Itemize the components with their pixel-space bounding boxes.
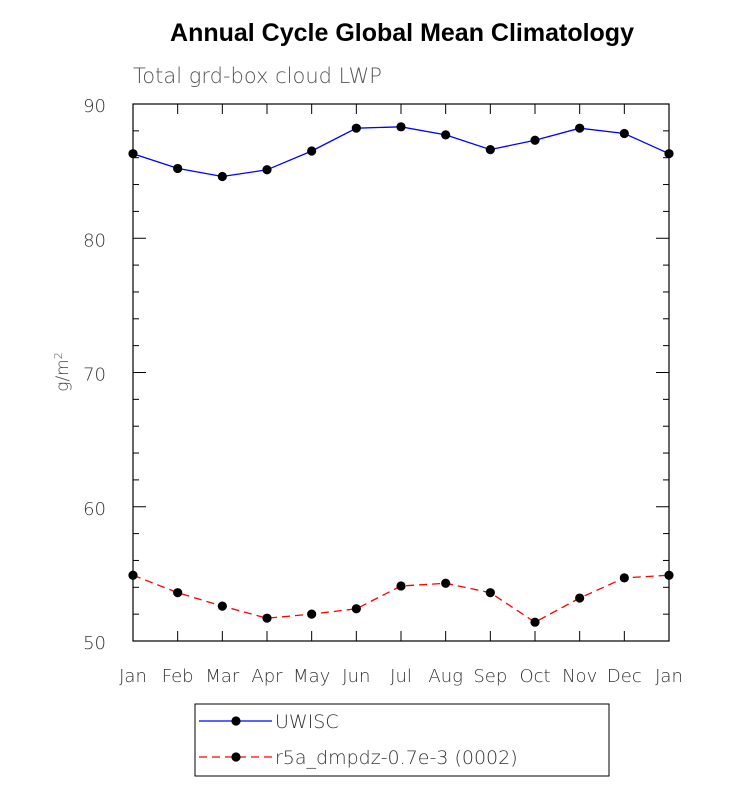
y-axis-label-base: g/m	[53, 359, 73, 392]
data-point	[307, 146, 317, 156]
data-point	[262, 613, 272, 623]
data-point	[575, 123, 585, 133]
legend-label: r5a_dmpdz-0.7e-3 (0002)	[275, 747, 518, 769]
chart-subtitle: Total grd-box cloud LWP	[133, 64, 382, 88]
series-line	[132, 126, 670, 178]
y-tick-label: 50	[83, 633, 106, 654]
data-point	[441, 578, 451, 588]
y-tick-label: 90	[83, 96, 106, 117]
data-point	[575, 593, 585, 603]
y-tick-label: 80	[83, 230, 106, 251]
series-1	[128, 570, 674, 627]
x-tick-label: Aug	[428, 666, 463, 687]
data-point	[173, 588, 183, 598]
legend-marker	[231, 752, 241, 762]
data-point	[217, 601, 227, 611]
data-point	[307, 609, 317, 619]
data-point	[128, 570, 138, 580]
plot-frame	[132, 103, 670, 642]
legend-box	[194, 703, 610, 777]
y-tick-label: 70	[83, 365, 106, 386]
x-tick-label: May	[293, 666, 330, 687]
data-point	[619, 573, 629, 583]
x-tick-label: Jan	[119, 666, 147, 687]
x-tick-label: Jan	[655, 666, 683, 687]
data-point	[664, 149, 674, 159]
x-tick-label: Oct	[519, 666, 550, 687]
series-layer	[128, 122, 674, 627]
data-point	[217, 171, 227, 182]
y-axis-label-superscript: 2	[52, 352, 65, 359]
x-tick-label: Nov	[562, 666, 597, 687]
data-point	[664, 570, 674, 580]
data-point	[396, 581, 406, 591]
y-tick-label: 60	[83, 499, 106, 520]
data-point	[351, 123, 361, 133]
x-tick-label: Jul	[390, 666, 412, 687]
y-axis-label: g/m2	[52, 352, 74, 392]
axes: Jan Feb Mar Apr May Jun Jul Aug Sep Oct Nov Dec Jan 5…	[83, 96, 683, 687]
legend-label: UWISC	[275, 711, 339, 733]
x-tick-label: Jun	[342, 666, 370, 687]
data-point	[619, 128, 629, 139]
data-point	[485, 588, 495, 598]
legend-marker	[231, 716, 241, 726]
x-tick-label: Feb	[162, 666, 194, 687]
data-point	[441, 130, 451, 140]
data-point	[396, 122, 406, 132]
data-point	[530, 135, 540, 145]
chart-title: Annual Cycle Global Mean Climatology	[170, 19, 634, 47]
data-point	[530, 617, 540, 627]
x-tick-label: Sep	[473, 666, 507, 687]
series-0	[128, 122, 674, 182]
data-point	[351, 604, 361, 614]
data-point	[262, 165, 272, 175]
x-tick-label: Mar	[205, 666, 240, 687]
x-tick-label: Dec	[607, 666, 642, 687]
data-point	[128, 149, 138, 159]
data-point	[173, 163, 183, 174]
data-point	[485, 145, 495, 155]
legend: UWISC r5a_dmpdz-0.7e-3 (0002)	[194, 703, 610, 777]
x-tick-label: Apr	[251, 666, 283, 687]
